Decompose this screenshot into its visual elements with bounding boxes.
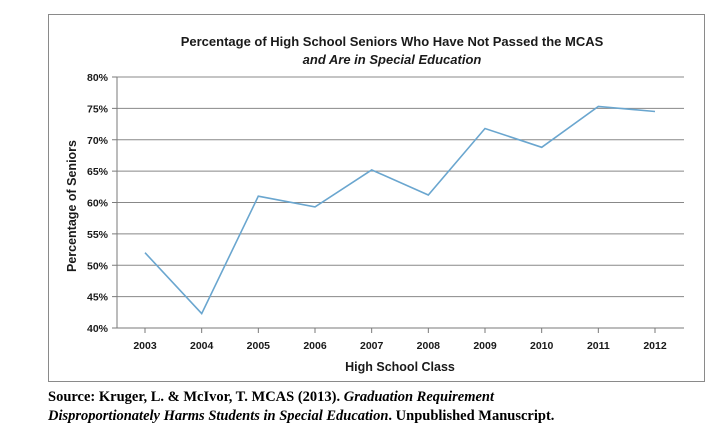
y-tick-label-60: 60% <box>87 198 109 210</box>
y-tick-label-40: 40% <box>87 323 109 335</box>
x-tick-label-2009: 2009 <box>473 340 497 352</box>
x-tick-label-2010: 2010 <box>530 340 554 352</box>
y-tick-label-80: 80% <box>87 72 109 84</box>
source-prefix: Source: Kruger, L. & McIvor, T. MCAS (20… <box>48 389 341 405</box>
series-line <box>144 105 656 316</box>
y-tick-label-50: 50% <box>87 260 109 272</box>
chart-frame <box>48 14 705 382</box>
chart-title: Percentage of High School Seniors Who Ha… <box>181 34 604 49</box>
x-axis-label: High School Class <box>345 360 455 374</box>
source-title-part-1: Graduation Requirement <box>343 389 495 405</box>
x-tick-label-2012: 2012 <box>643 340 667 352</box>
y-tick-label-65: 65% <box>87 166 109 178</box>
source-citation: Source: Kruger, L. & McIvor, T. MCAS (20… <box>48 388 708 426</box>
gridlines <box>117 76 684 298</box>
x-tick-label-2011: 2011 <box>587 340 610 352</box>
chart-subtitle: and Are in Special Education <box>303 52 482 67</box>
x-tick-label-2005: 2005 <box>247 340 271 352</box>
x-tick-label-2004: 2004 <box>190 340 214 352</box>
y-tick-label-70: 70% <box>87 135 109 147</box>
y-axis-ticks: 40% 45% 50% 55% 60% 65% 70% 75% 80% <box>87 72 117 335</box>
y-tick-label-45: 45% <box>87 292 109 304</box>
x-tick-label-2008: 2008 <box>417 340 441 352</box>
x-tick-label-2003: 2003 <box>133 340 157 352</box>
y-axis-label: Percentage of Seniors <box>65 140 79 272</box>
y-tick-label-55: 55% <box>87 229 109 241</box>
y-tick-label-75: 75% <box>87 103 109 115</box>
line-chart: Percentage of High School Seniors Who Ha… <box>65 34 684 374</box>
x-tick-label-2006: 2006 <box>303 340 327 352</box>
source-suffix: . Unpublished Manuscript. <box>388 408 555 424</box>
x-tick-label-2007: 2007 <box>360 340 384 352</box>
x-axis-ticks: 2003 2004 2005 2006 2007 2008 2009 2010 2011 2012 <box>133 328 667 352</box>
source-title-part-2: Disproportionately Harms Students in Spe… <box>48 408 389 424</box>
